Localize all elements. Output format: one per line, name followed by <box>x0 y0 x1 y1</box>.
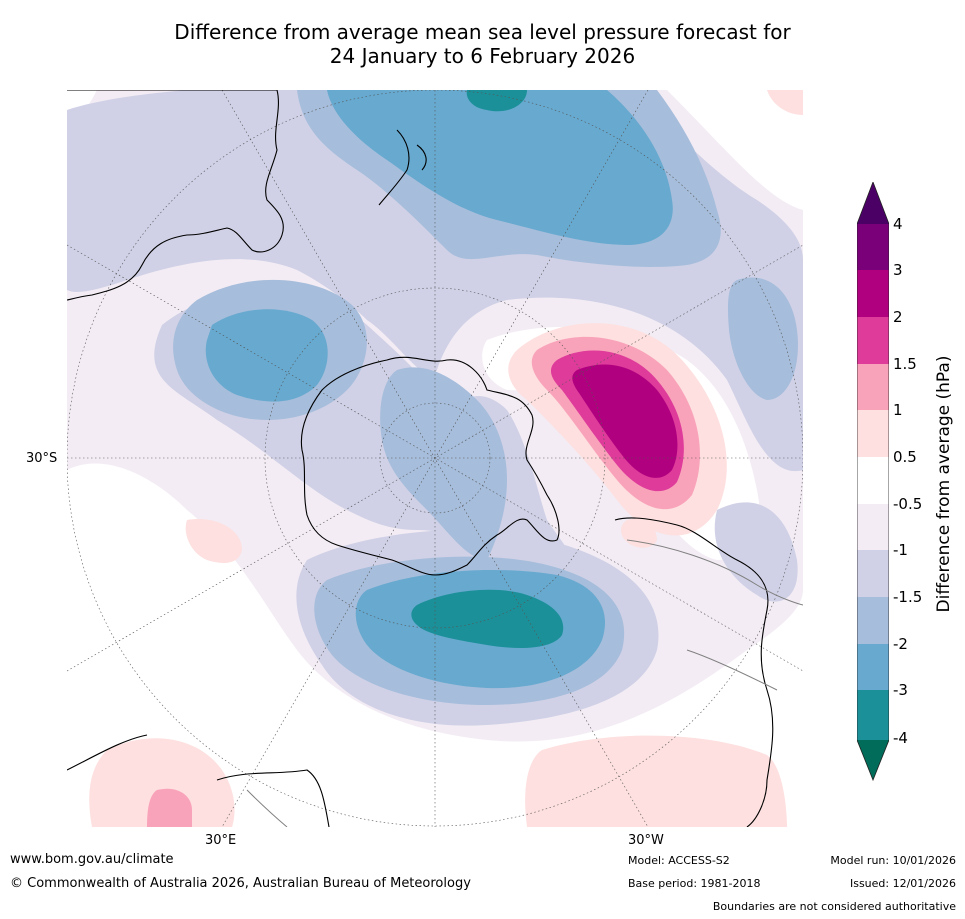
lon-label-30e: 30°E <box>205 833 237 848</box>
colorbar-bin-minus-2 <box>857 644 889 690</box>
lon-label-30w: 30°W <box>628 833 664 848</box>
colorbar-tick-2: 2 <box>893 308 903 326</box>
colorbar-bin-1.5-2 <box>857 317 889 364</box>
colorbar-bin-neutral <box>857 457 889 504</box>
colorbar-tick-minus-1-5: -1.5 <box>893 588 923 606</box>
map-canvas <box>67 90 803 827</box>
colorbar-bin-minus-3 <box>857 690 889 740</box>
footer-issued: Issued: 12/01/2026 <box>849 877 956 890</box>
lat-label-30s: 30°S <box>26 451 58 466</box>
colorbar-tick-minus-3: -3 <box>893 681 908 699</box>
colorbar-bin-minus-1 <box>857 550 889 597</box>
colorbar-graphic <box>856 180 890 782</box>
footer-model: Model: ACCESS-S2 <box>628 854 730 867</box>
footer-copyright: © Commonwealth of Australia 2026, Austra… <box>10 876 471 891</box>
footer-base-period: Base period: 1981-2018 <box>628 877 761 890</box>
colorbar-tick-1-5: 1.5 <box>893 355 917 373</box>
africa-coast <box>67 734 330 827</box>
south-america-coast <box>614 517 774 827</box>
graticule <box>67 90 803 827</box>
footer-url[interactable]: www.bom.gov.au/climate <box>10 852 174 867</box>
colorbar-bin-0.5-1 <box>857 410 889 457</box>
coastlines <box>67 90 774 827</box>
australia-coast <box>67 90 284 301</box>
title-line-1: Difference from average mean sea level p… <box>174 20 791 44</box>
colorbar-tick-1: 1 <box>893 401 903 419</box>
border-lines <box>246 539 803 827</box>
colorbar <box>856 180 890 782</box>
colorbar-cap-high <box>857 182 889 224</box>
colorbar-cap-low <box>857 740 889 780</box>
footer-disclaimer: Boundaries are not considered authoritat… <box>712 900 956 913</box>
pressure-anomaly-map <box>67 90 803 827</box>
anomaly-positive <box>89 90 803 827</box>
colorbar-tick-0-5: 0.5 <box>893 448 917 466</box>
colorbar-tick-3: 3 <box>893 261 903 279</box>
footer-model-run: Model run: 10/01/2026 <box>830 854 956 867</box>
title-line-2: 24 January to 6 February 2026 <box>329 44 636 68</box>
chart-title: Difference from average mean sea level p… <box>0 20 965 68</box>
new-zealand-coast <box>378 129 427 206</box>
anomaly-minus-3 <box>411 90 564 648</box>
antarctica-coast <box>300 356 560 576</box>
colorbar-tick-4: 4 <box>893 215 903 233</box>
colorbar-tick-minus-4: -4 <box>893 729 908 747</box>
colorbar-bin-2-3 <box>857 270 889 317</box>
colorbar-bin-1-1.5 <box>857 364 889 410</box>
colorbar-tick-minus-1: -1 <box>893 541 908 559</box>
colorbar-title: Difference from average (hPa) <box>934 355 954 613</box>
colorbar-bin-minus-1.5 <box>857 597 889 644</box>
colorbar-bin-3-4 <box>857 224 889 270</box>
colorbar-tick-minus-0-5: -0.5 <box>893 495 923 513</box>
colorbar-tick-minus-2: -2 <box>893 635 908 653</box>
colorbar-bin-minus-0.5 <box>857 504 889 550</box>
